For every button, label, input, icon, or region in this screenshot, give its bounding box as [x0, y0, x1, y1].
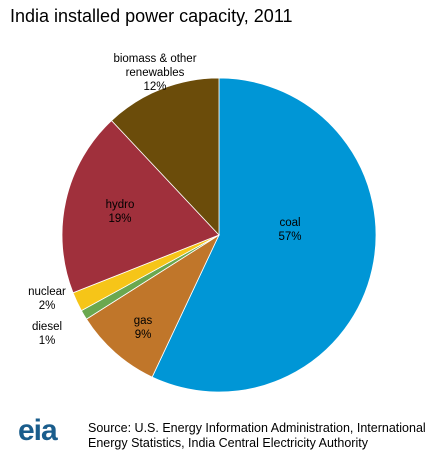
category-label: coal — [279, 217, 301, 229]
category-label: nuclear — [28, 286, 66, 298]
pie-slice — [151, 77, 377, 393]
category-label: gas — [133, 315, 153, 327]
slice-label: coal 57% — [260, 216, 320, 244]
slice-label: diesel 1% — [22, 320, 72, 348]
slice-label: hydro 19% — [90, 198, 150, 226]
value-label: 57% — [278, 231, 302, 243]
slice-label: biomass & other renewables 12% — [90, 52, 220, 94]
source-note: Source: U.S. Energy Information Administ… — [88, 421, 426, 450]
value-label: 19% — [108, 213, 132, 225]
pie-slice — [110, 77, 220, 237]
value-label: 12% — [143, 81, 167, 93]
pie-slice — [85, 233, 220, 378]
chart-title: India installed power capacity, 2011 — [10, 6, 293, 26]
pie-slice — [61, 119, 220, 294]
logo: eia — [18, 414, 58, 447]
value-label: 2% — [38, 300, 56, 312]
value-label: 1% — [38, 335, 56, 347]
category-label: biomass & other renewables — [113, 53, 197, 79]
value-label: 9% — [134, 329, 152, 341]
slice-label: nuclear 2% — [22, 285, 72, 313]
category-label: diesel — [31, 321, 63, 333]
slice-label: gas 9% — [118, 314, 168, 342]
category-label: hydro — [105, 199, 135, 211]
